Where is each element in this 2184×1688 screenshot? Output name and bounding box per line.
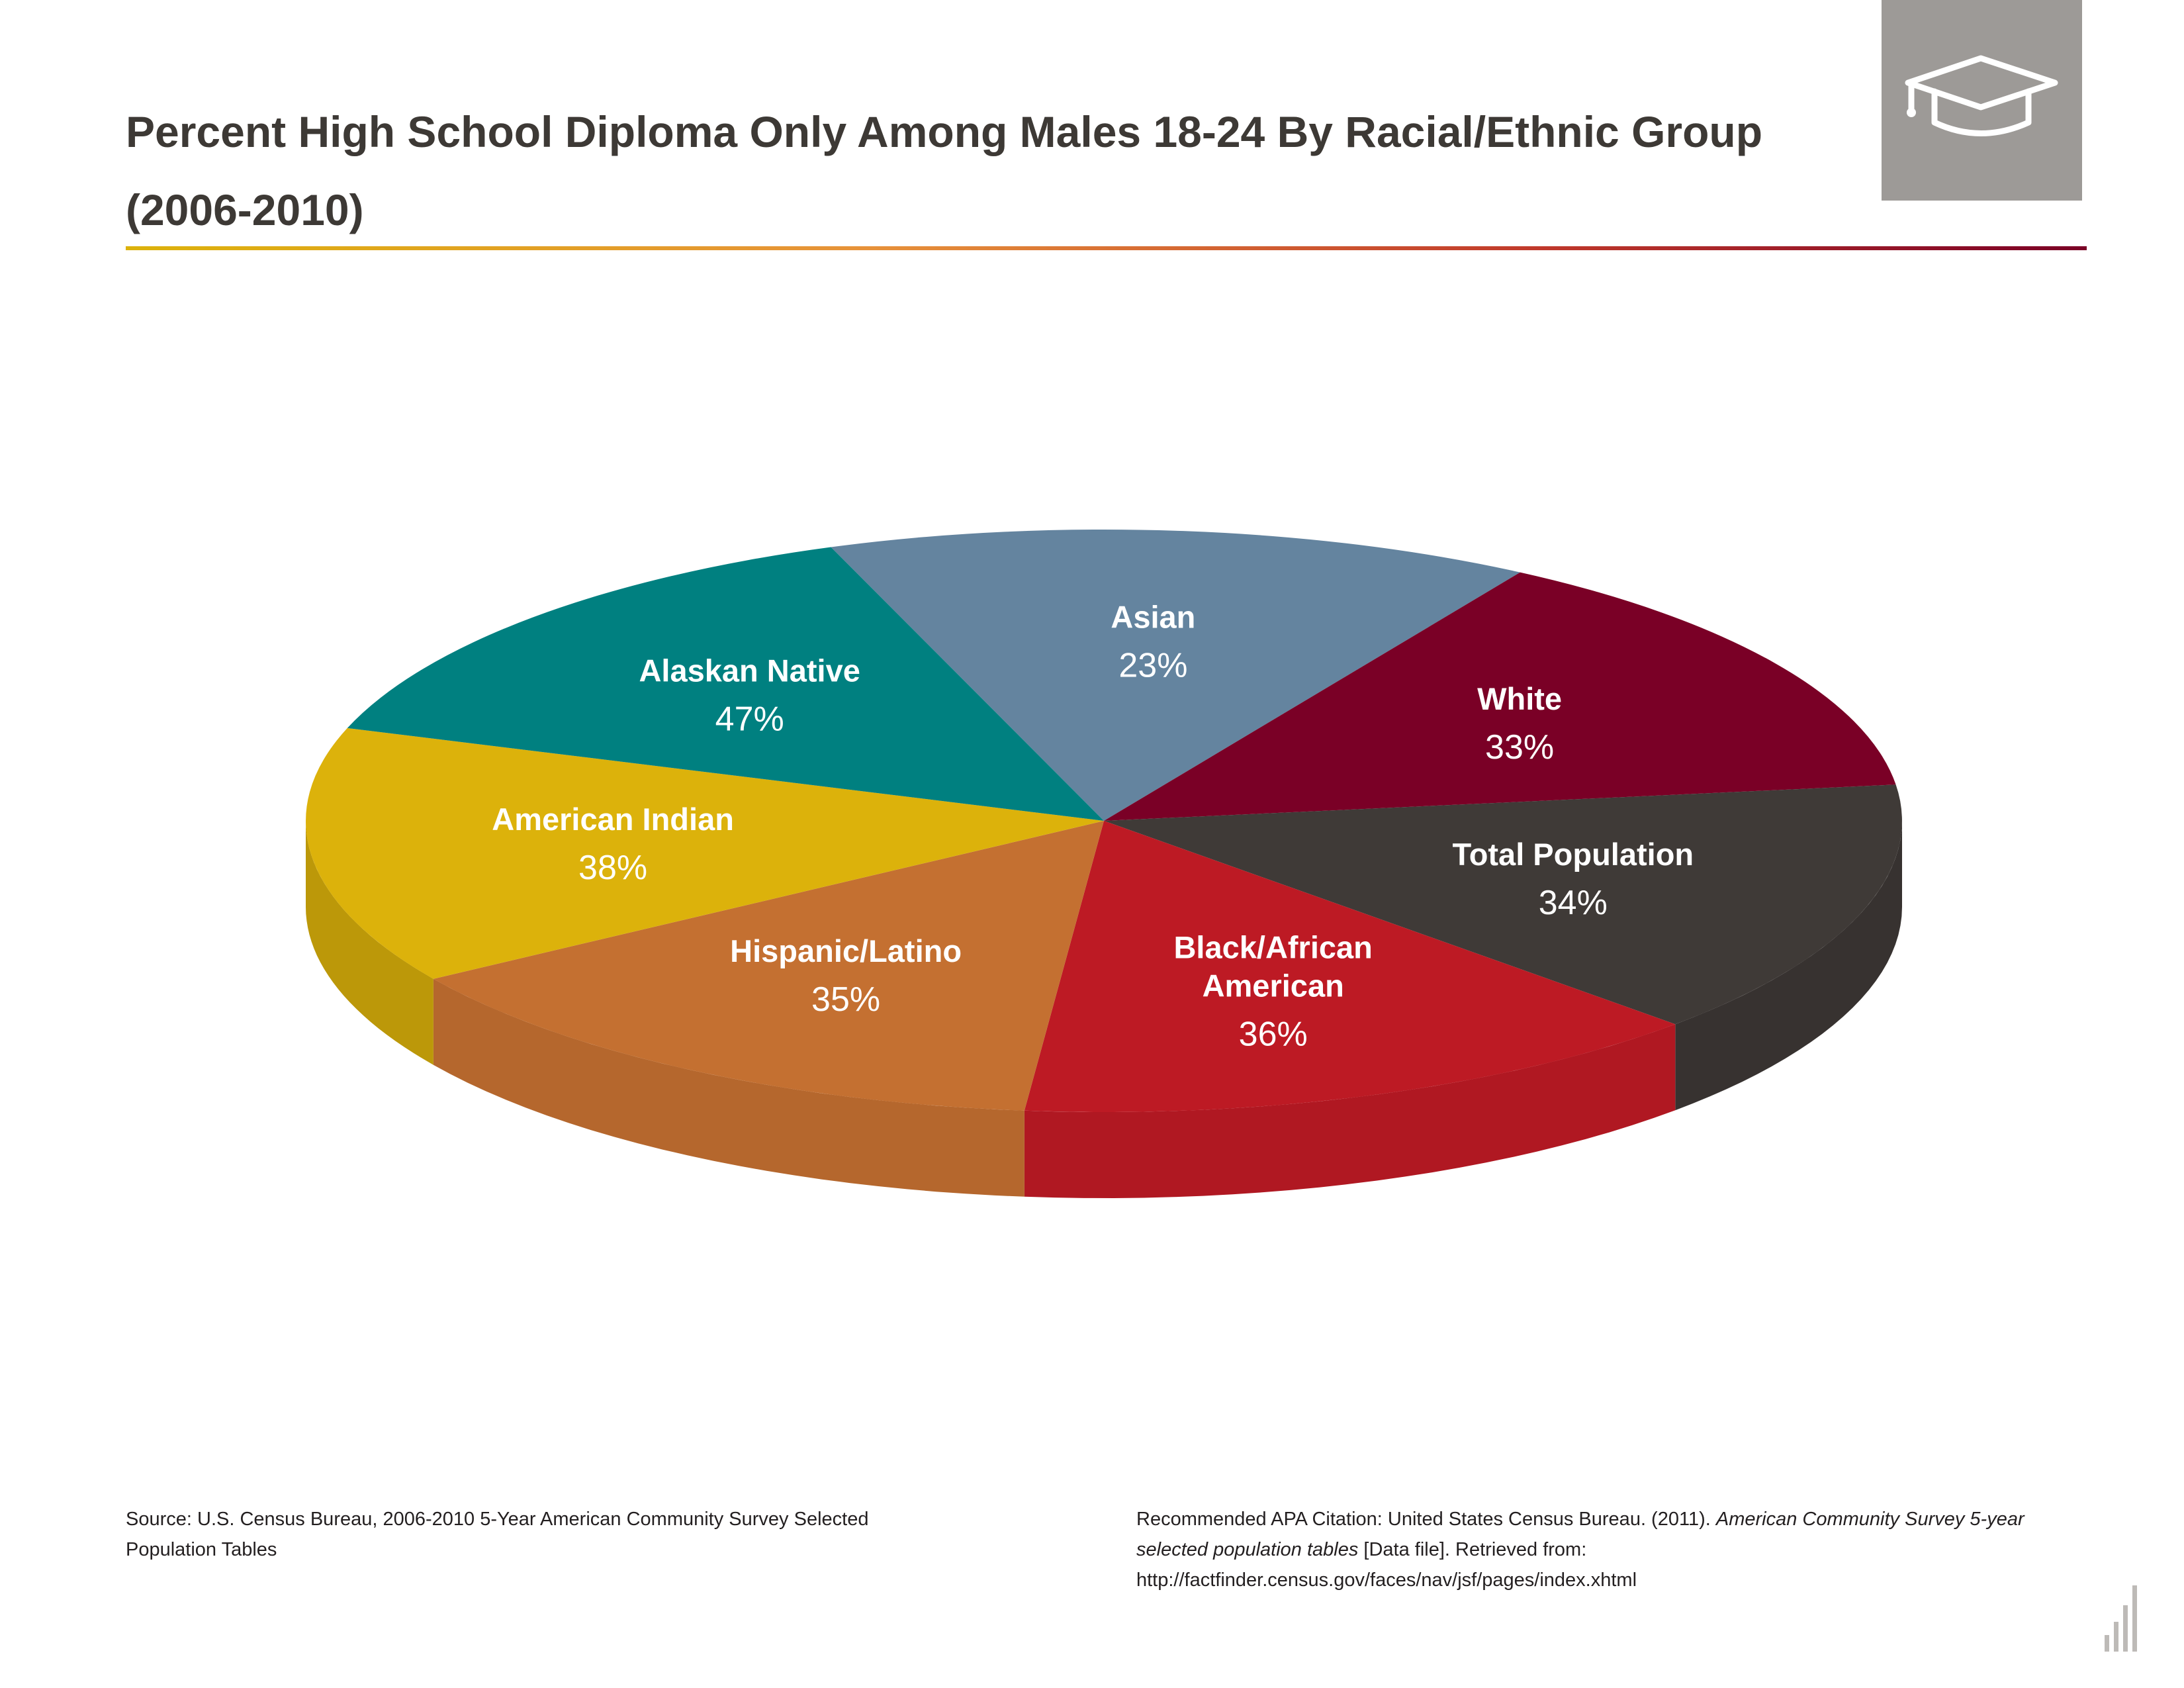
slice-label-total-population: Total Population (1452, 837, 1694, 872)
slice-value-black-african-american: 36% (1239, 1015, 1308, 1053)
slice-label-asian: Asian (1111, 600, 1195, 635)
pie-side-black-african-american (1024, 1024, 1676, 1198)
slice-label-black-african-american: Black/African (1173, 929, 1372, 964)
logo-badge (1882, 0, 2082, 201)
slice-label-white: White (1477, 681, 1562, 716)
slice-value-asian: 23% (1118, 647, 1187, 685)
slice-value-hispanic-latino: 35% (811, 980, 880, 1019)
citation-suffix: [Data file]. Retrieved from: http://fact… (1136, 1539, 1637, 1591)
pie-slice-alaskan-native (347, 547, 1104, 821)
slice-label-alaskan-native: Alaskan Native (639, 653, 860, 688)
citation-title: American Community Survey 5-year selecte… (1136, 1509, 2025, 1560)
slice-value-american-indian: 38% (578, 849, 647, 887)
pie-side-american-indian (306, 821, 433, 1065)
source-note: Source: U.S. Census Bureau, 2006-2010 5-… (126, 1509, 869, 1560)
brand-bars-icon (2105, 1585, 2137, 1652)
slice-value-alaskan-native: 47% (715, 700, 784, 739)
pie-slice-black-african-american (1024, 821, 1676, 1112)
slice-label-hispanic-latino: Hispanic/Latino (730, 933, 962, 968)
graduation-cap-icon (1905, 55, 2058, 136)
pie-slice-white (1104, 572, 1896, 821)
slice-value-total-population: 34% (1539, 884, 1608, 922)
pie-slice-asian (831, 529, 1520, 821)
slice-label-black-african-american: American (1203, 968, 1344, 1003)
pie-side-total-population (1675, 821, 1902, 1111)
citation-prefix: Recommended APA Citation: United States … (1136, 1509, 1716, 1530)
pie-slice-hispanic-latino (433, 821, 1104, 1111)
pie-slice-total-population (1104, 784, 1902, 1025)
apa-citation: Recommended APA Citation: United States … (1136, 1504, 2076, 1595)
pie-labels: Asian 23% White 33% Total Population 34% Black… (492, 600, 1694, 1054)
pie-slice-american-indian (306, 727, 1105, 979)
pie-top-face (306, 529, 1902, 1112)
pie-side-hispanic-latino (433, 978, 1024, 1197)
pie-side-walls (306, 821, 1902, 1198)
slice-value-white: 33% (1485, 728, 1554, 767)
title-divider (126, 246, 2087, 250)
page-title: Percent High School Diploma Only Among M… (126, 107, 1763, 234)
slice-label-american-indian: American Indian (492, 802, 734, 837)
pie-chart: Asian 23% White 33% Total Population 34% Black… (306, 529, 1902, 1198)
